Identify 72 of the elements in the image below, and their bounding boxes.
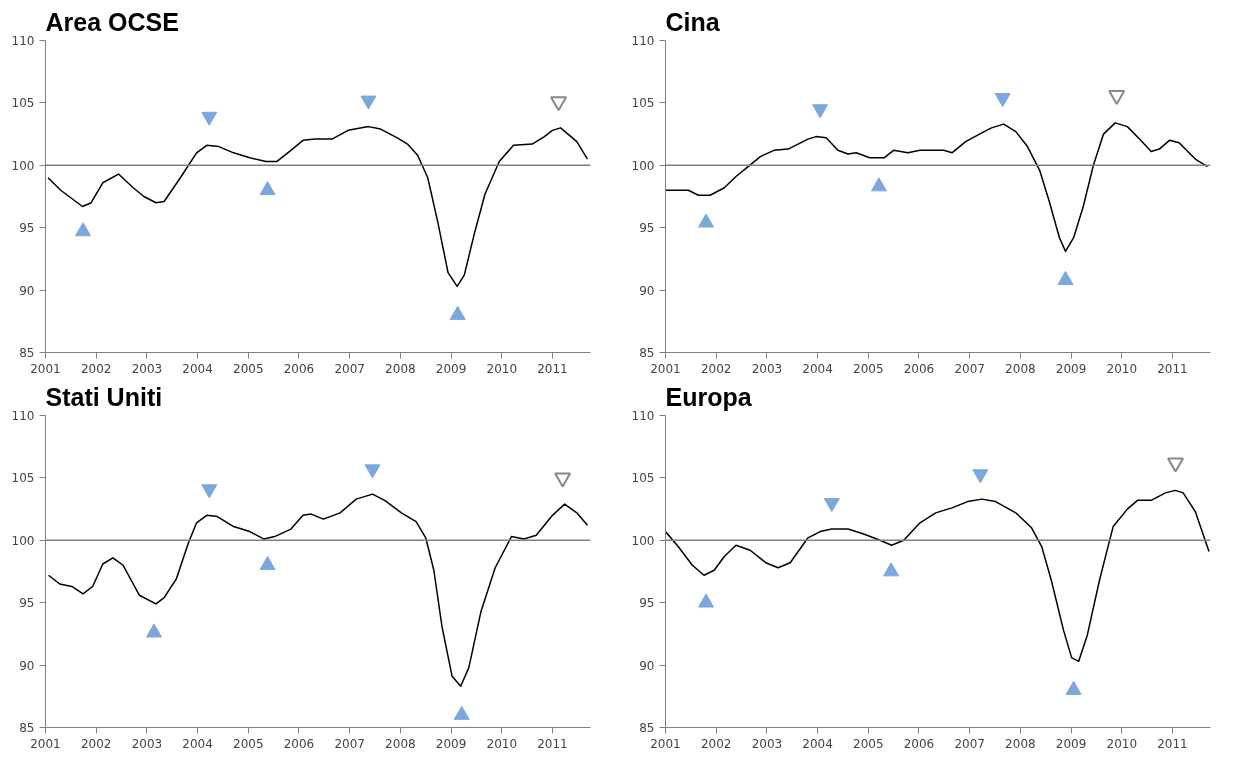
x-tick-label: 2007 (334, 736, 365, 751)
x-tick-label: 2001 (30, 361, 61, 376)
y-tick-label: 95 (19, 221, 35, 236)
x-tick-label: 2011 (1157, 736, 1188, 751)
x-tick-label: 2002 (80, 736, 112, 751)
y-tick-label: 90 (19, 658, 35, 673)
x-tick-label: 2003 (131, 361, 163, 376)
x-tick-label: 2004 (802, 361, 833, 376)
x-tick-label: 2005 (233, 736, 264, 751)
y-tick-label: 105 (11, 96, 35, 111)
y-tick-label: 90 (19, 283, 35, 298)
y-tick-label: 95 (19, 596, 35, 611)
x-tick-label: 2002 (80, 361, 112, 376)
x-tick-label: 2002 (700, 361, 732, 376)
x-tick-label: 2003 (131, 736, 163, 751)
y-tick-label: 110 (631, 34, 655, 48)
y-tick-label: 105 (11, 471, 35, 486)
x-tick-label: 2004 (802, 736, 833, 751)
x-tick-label: 2009 (435, 736, 467, 751)
y-tick-label: 85 (19, 721, 35, 735)
y-tick-label: 90 (639, 658, 655, 673)
y-tick-label: 100 (631, 158, 655, 173)
x-tick-label: 2010 (486, 361, 518, 376)
y-tick-label: 95 (639, 221, 655, 236)
y-tick-label: 100 (11, 533, 35, 548)
x-tick-label: 2011 (1157, 361, 1188, 376)
x-tick-label: 2004 (182, 361, 213, 376)
x-tick-label: 2004 (182, 736, 213, 751)
y-tick-label: 100 (631, 533, 655, 548)
y-tick-label: 85 (19, 346, 35, 360)
x-tick-label: 2009 (435, 361, 467, 376)
y-tick-label: 95 (639, 596, 655, 611)
y-tick-label: 100 (11, 158, 35, 173)
x-tick-label: 2002 (700, 736, 732, 751)
chart-title: Area OCSE (45, 7, 179, 36)
y-tick-label: 105 (631, 471, 655, 486)
y-tick-label: 90 (639, 283, 655, 298)
y-tick-label: 110 (11, 34, 35, 48)
x-tick-label: 2006 (283, 361, 315, 376)
chart-title: Europa (665, 382, 753, 411)
x-tick-label: 2007 (954, 361, 985, 376)
x-tick-label: 2001 (650, 736, 681, 751)
x-tick-label: 2010 (1106, 736, 1138, 751)
x-tick-label: 2005 (853, 361, 884, 376)
x-tick-label: 2007 (334, 361, 365, 376)
x-tick-label: 2010 (486, 736, 518, 751)
x-tick-label: 2006 (283, 736, 315, 751)
y-tick-label: 110 (11, 409, 35, 423)
x-tick-label: 2008 (1005, 361, 1036, 376)
x-tick-label: 2006 (903, 736, 935, 751)
x-tick-label: 2008 (385, 361, 416, 376)
x-tick-label: 2008 (385, 736, 416, 751)
x-tick-label: 2011 (537, 736, 568, 751)
y-tick-label: 110 (631, 409, 655, 423)
x-tick-label: 2003 (751, 361, 783, 376)
y-tick-label: 105 (631, 96, 655, 111)
y-tick-label: 85 (639, 721, 655, 735)
x-tick-label: 2006 (903, 361, 935, 376)
x-tick-label: 2010 (1106, 361, 1138, 376)
chart-title: Stati Uniti (45, 382, 163, 411)
x-tick-label: 2011 (537, 361, 568, 376)
x-tick-label: 2005 (853, 736, 884, 751)
x-tick-label: 2009 (1055, 361, 1087, 376)
x-tick-label: 2005 (233, 361, 264, 376)
y-tick-label: 85 (639, 346, 655, 360)
chart-title: Cina (665, 7, 721, 36)
x-tick-label: 2007 (954, 736, 985, 751)
x-tick-label: 2001 (30, 736, 61, 751)
x-tick-label: 2001 (650, 361, 681, 376)
x-tick-label: 2009 (1055, 736, 1087, 751)
x-tick-label: 2003 (751, 736, 783, 751)
x-tick-label: 2008 (1005, 736, 1036, 751)
